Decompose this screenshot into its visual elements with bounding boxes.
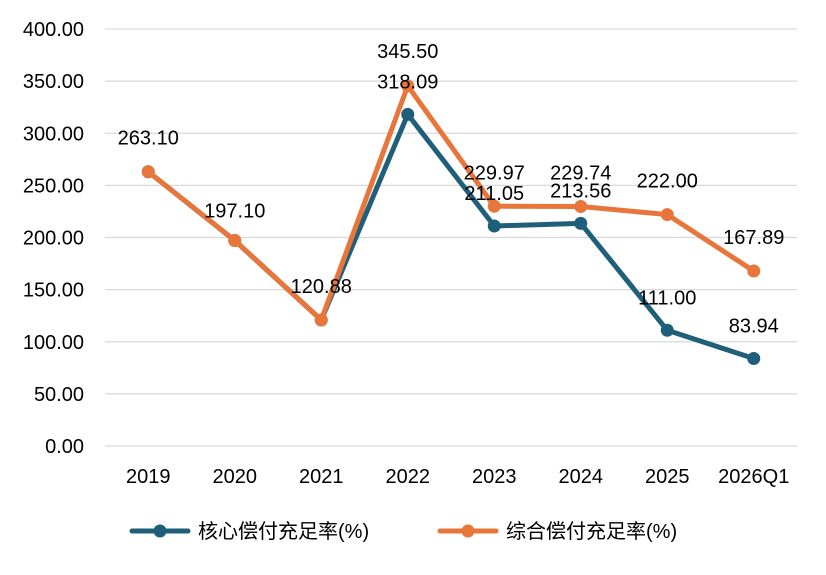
- data-label: 213.56: [550, 180, 611, 202]
- data-point: [314, 313, 328, 327]
- data-label: 111.00: [638, 287, 696, 309]
- legend-swatch-marker: [153, 524, 167, 538]
- legend-item-1: 综合偿付充足率(%): [437, 520, 677, 543]
- y-tick-label: 100.00: [23, 332, 84, 354]
- x-tick-label: 2021: [299, 466, 344, 488]
- data-point: [487, 219, 501, 233]
- data-label: 197.10: [204, 201, 265, 223]
- data-label: 263.10: [118, 128, 179, 150]
- series-line: [145, 83, 757, 323]
- data-labels: 318.09 211.05 213.56 111.00 83.94 263.10 197.1…: [118, 41, 785, 338]
- data-label: 83.94: [729, 315, 779, 337]
- x-tick-label: 2023: [472, 466, 517, 488]
- x-tick-label: 2025: [645, 466, 690, 488]
- data-label: 229.97: [464, 162, 525, 184]
- y-axis-ticks: 0.00 50.00 100.00 150.00 200.00 250.00 300.00 3…: [23, 19, 84, 458]
- x-tick-label: 2019: [126, 466, 171, 488]
- legend-swatch-marker: [461, 524, 475, 538]
- series-1: [141, 79, 761, 327]
- y-tick-label: 250.00: [23, 175, 84, 197]
- data-point: [574, 216, 588, 230]
- data-label: 222.00: [637, 171, 698, 193]
- y-tick-label: 350.00: [23, 71, 84, 93]
- data-label: 167.89: [723, 227, 784, 249]
- data-point: [487, 199, 501, 213]
- data-label: 211.05: [464, 183, 524, 205]
- y-tick-label: 0.00: [45, 436, 84, 458]
- legend-label: 综合偿付充足率(%): [506, 520, 677, 543]
- y-tick-label: 400.00: [23, 19, 84, 41]
- x-tick-label: 2026Q1: [718, 466, 789, 488]
- data-point: [660, 323, 674, 337]
- data-point: [747, 351, 761, 365]
- y-tick-label: 200.00: [23, 228, 84, 250]
- x-tick-label: 2020: [213, 466, 258, 488]
- data-label: 229.74: [550, 162, 611, 184]
- legend: 核心偿付充足率(%) 综合偿付充足率(%): [129, 520, 677, 543]
- x-tick-label: 2022: [386, 466, 431, 488]
- series-lines: [141, 79, 761, 365]
- data-point: [228, 234, 242, 248]
- data-point: [747, 264, 761, 278]
- data-label: 318.09: [377, 71, 438, 93]
- data-point: [401, 107, 415, 121]
- y-tick-label: 300.00: [23, 123, 84, 145]
- x-axis-ticks: 2019 2020 2021 2022 2023 2024 2025 2026Q1: [126, 466, 789, 488]
- data-point: [141, 165, 155, 179]
- data-point: [401, 79, 415, 93]
- data-point: [574, 199, 588, 213]
- data-label: 345.50: [377, 41, 438, 63]
- gridlines: [105, 28, 797, 447]
- y-tick-label: 50.00: [34, 384, 84, 406]
- legend-label: 核心偿付充足率(%): [198, 520, 369, 543]
- legend-item-0: 核心偿付充足率(%): [129, 520, 369, 543]
- data-point: [660, 208, 674, 222]
- data-label: 120.88: [291, 276, 352, 298]
- x-tick-label: 2024: [559, 466, 604, 488]
- y-tick-label: 150.00: [23, 280, 84, 302]
